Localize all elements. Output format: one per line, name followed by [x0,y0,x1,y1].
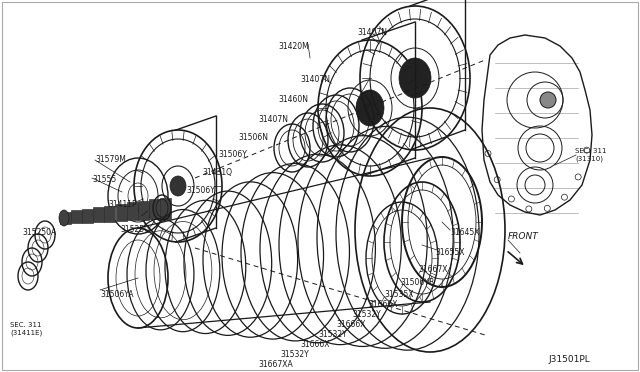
Text: 31535X: 31535X [384,290,413,299]
Polygon shape [82,209,93,223]
Text: SEC. 311
(31310): SEC. 311 (31310) [575,148,607,161]
Polygon shape [149,199,160,219]
Text: J31501PL: J31501PL [548,355,589,364]
Circle shape [540,92,556,108]
Ellipse shape [59,210,69,226]
Text: 31666X: 31666X [300,340,330,349]
Text: 31532Y: 31532Y [280,350,308,359]
Polygon shape [71,211,82,224]
Text: 31460N: 31460N [278,95,308,104]
Text: 31655X: 31655X [435,248,465,257]
Text: 31506N: 31506N [238,133,268,142]
Text: 31411P: 31411P [108,200,136,209]
Text: 31666X: 31666X [368,300,397,309]
Polygon shape [127,202,138,220]
Text: FRONT: FRONT [508,232,539,241]
Text: 31506YA: 31506YA [100,290,134,299]
Text: 31407N: 31407N [300,75,330,84]
Polygon shape [60,212,71,224]
Text: 31667X: 31667X [418,265,447,274]
Text: 31431Q: 31431Q [202,168,232,177]
Text: SEC. 311
(31411E): SEC. 311 (31411E) [10,322,42,336]
Text: 31407N: 31407N [258,115,288,124]
Polygon shape [116,204,127,221]
Text: 31525Q: 31525Q [120,225,150,234]
Text: 31645X: 31645X [450,228,479,237]
Text: 31532Y: 31532Y [352,310,381,319]
Ellipse shape [399,58,431,98]
Polygon shape [138,201,148,220]
Text: 31506Y: 31506Y [218,150,247,159]
Polygon shape [93,207,104,222]
Text: 31666X: 31666X [336,320,365,329]
Text: 31506YB: 31506YB [400,278,434,287]
Polygon shape [104,206,115,222]
Text: 31420M: 31420M [278,42,308,51]
Ellipse shape [170,176,186,196]
Text: 31555: 31555 [92,175,116,184]
Text: 31407N: 31407N [357,28,387,37]
Text: 315250A: 315250A [22,228,56,237]
Text: 31506Y: 31506Y [186,186,215,195]
Polygon shape [160,198,171,218]
Ellipse shape [356,90,384,126]
Text: 31667XA: 31667XA [258,360,292,369]
Text: 31579M: 31579M [95,155,126,164]
Text: 31532Y: 31532Y [318,330,347,339]
